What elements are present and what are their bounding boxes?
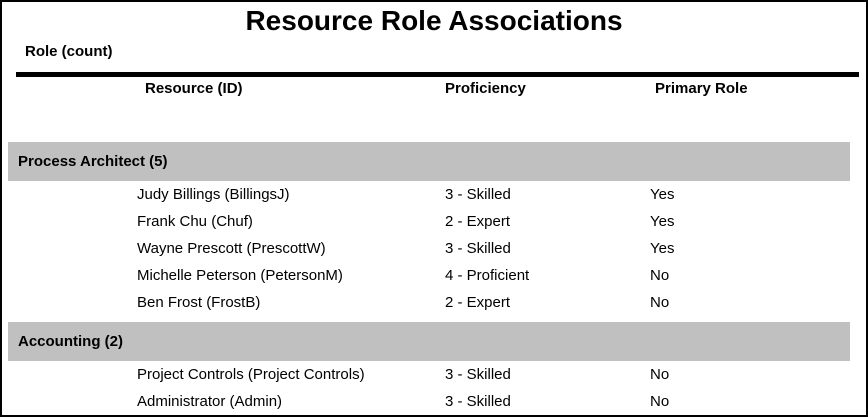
primary-role-cell: Yes (650, 186, 675, 203)
table-row: Judy Billings (BillingsJ) 3 - Skilled Yes (2, 181, 866, 208)
column-header-primary-role: Primary Role (655, 80, 748, 97)
report-title: Resource Role Associations (245, 5, 623, 36)
report-table-body: Process Architect (5) Judy Billings (Bill… (2, 142, 866, 415)
primary-role-cell: Yes (650, 213, 675, 230)
primary-role-cell: No (650, 267, 670, 284)
group-header-band: Process Architect (5) (8, 142, 850, 181)
table-row: Michelle Peterson (PetersonM) 4 - Profici… (2, 262, 866, 289)
group-name-label: Process Architect (5) (18, 153, 168, 170)
resource-id-cell: Project Controls (Project Controls) (137, 366, 365, 383)
role-group: Process Architect (5) Judy Billings (Bill… (2, 142, 866, 316)
group-name-label: Accounting (2) (18, 333, 123, 350)
resource-id-cell: Administrator (Admin) (137, 393, 283, 410)
table-row: Frank Chu (Chuf) 2 - Expert Yes (2, 208, 866, 235)
proficiency-cell: 2 - Expert (445, 213, 511, 230)
column-header-proficiency: Proficiency (445, 80, 526, 97)
proficiency-cell: 4 - Proficient (445, 267, 530, 284)
proficiency-cell: 3 - Skilled (445, 186, 511, 203)
proficiency-cell: 3 - Skilled (445, 240, 511, 257)
primary-role-cell: No (650, 393, 670, 410)
table-row: Ben Frost (FrostB) 2 - Expert No (2, 289, 866, 316)
table-row: Wayne Prescott (PrescottW) 3 - Skilled Yes (2, 235, 866, 262)
primary-role-cell: Yes (650, 240, 675, 257)
proficiency-cell: 3 - Skilled (445, 366, 511, 383)
table-row: Project Controls (Project Controls) 3 - S… (2, 361, 866, 388)
resource-id-cell: Michelle Peterson (PetersonM) (137, 267, 343, 284)
table-row: Administrator (Admin) 3 - Skilled No (2, 388, 866, 415)
proficiency-cell: 3 - Skilled (445, 393, 511, 410)
header-divider-rule (16, 72, 859, 77)
column-header-resource-id: Resource (ID) (145, 80, 243, 97)
column-header-row: Resource (ID) Proficiency Primary Role (2, 80, 866, 98)
proficiency-cell: 2 - Expert (445, 294, 511, 311)
resource-id-cell: Judy Billings (BillingsJ) (137, 186, 290, 203)
primary-role-cell: No (650, 366, 670, 383)
group-header-band: Accounting (2) (8, 322, 850, 361)
role-count-header: Role (count) (25, 43, 113, 60)
resource-id-cell: Ben Frost (FrostB) (137, 294, 261, 311)
primary-role-cell: No (650, 294, 670, 311)
resource-id-cell: Wayne Prescott (PrescottW) (137, 240, 326, 257)
resource-id-cell: Frank Chu (Chuf) (137, 213, 253, 230)
role-group: Accounting (2) Project Controls (Project … (2, 322, 866, 415)
